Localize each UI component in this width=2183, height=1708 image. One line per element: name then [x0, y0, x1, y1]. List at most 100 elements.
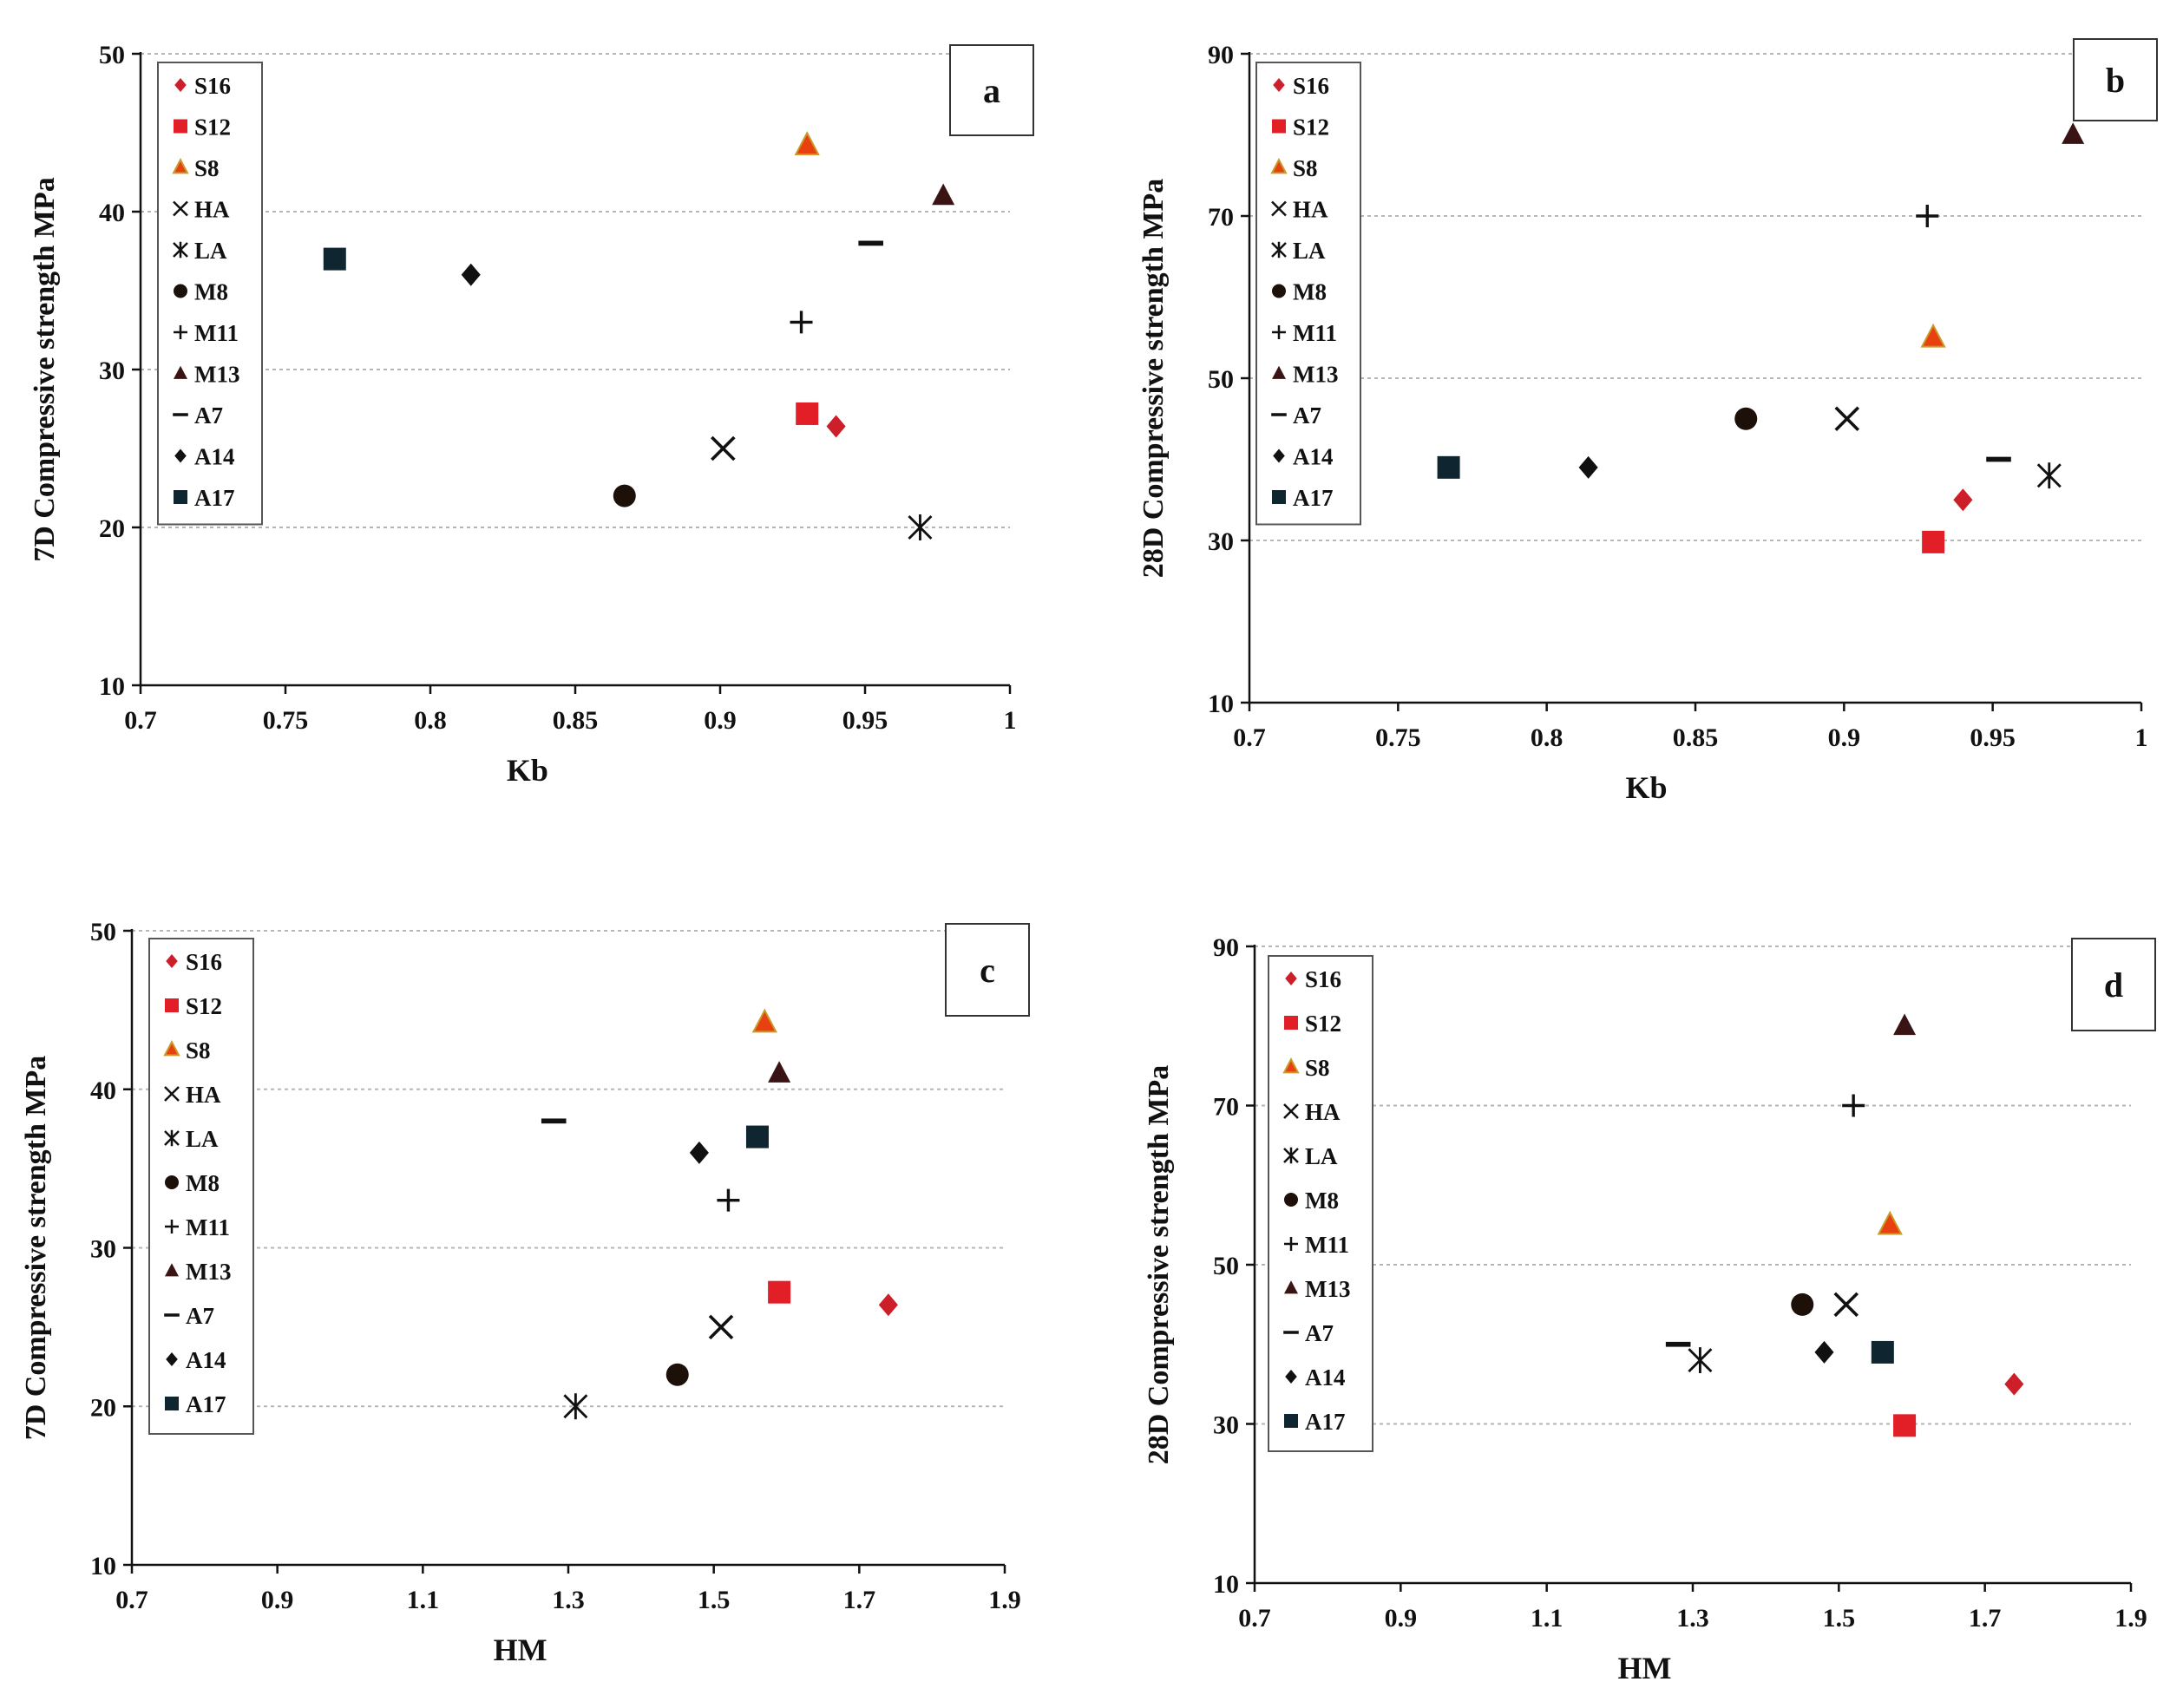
x-tick-label: 1: [2135, 723, 2148, 752]
data-point-a17: [745, 1125, 769, 1148]
panel-letter-box: [2073, 38, 2158, 121]
legend-square-marker: [165, 998, 179, 1012]
legend-label-m11: M11: [186, 1214, 230, 1240]
legend-label-m13: M13: [1305, 1276, 1350, 1302]
legend-diamond-marker: [166, 954, 178, 968]
data-point-s12: [1922, 530, 1945, 553]
legend-asterisk-marker: [1283, 1147, 1299, 1164]
data-point-la: [563, 1393, 588, 1420]
x-tick-label: 0.9: [1828, 723, 1861, 752]
data-point-a17: [323, 247, 346, 271]
x-tick-label: 0.75: [1375, 723, 1421, 752]
legend-label-m13: M13: [1293, 362, 1338, 388]
legend-dash-marker: [1271, 413, 1287, 416]
legend-box: [1268, 955, 1373, 1452]
legend-label-a17: A17: [194, 485, 235, 511]
legend-label-m8: M8: [1293, 279, 1327, 305]
data-point-s16: [2004, 1372, 2024, 1396]
panel-letter: a: [983, 71, 1000, 110]
panel-letter: b: [2106, 61, 2125, 100]
legend-label-s8: S8: [194, 155, 220, 181]
legend-square-marker: [165, 1397, 179, 1410]
data-point-s12: [1893, 1414, 1917, 1437]
data-point-a17: [1871, 1340, 1894, 1364]
legend-dash-marker: [1283, 1331, 1299, 1334]
data-point-a14: [1814, 1340, 1834, 1364]
data-point-m11: [1842, 1094, 1865, 1117]
legend-triangle-marker: [1270, 158, 1288, 174]
x-tick-label: 1.7: [1969, 1604, 2002, 1633]
legend-label-ha: HA: [186, 1082, 221, 1108]
x-tick-label: 1.1: [407, 1586, 440, 1614]
chart-svg-a: 10 20 30 40 50 0.7 0.75 0.8 0.85 0.9 0.95 1 Kb 7D Com…: [29, 41, 1034, 788]
legend-circle-marker: [165, 1175, 179, 1189]
x-tick-label: 0.85: [1673, 723, 1719, 752]
chart-svg-b: 10 30 50 70 90 0.7 0.75 0.8 0.85 0.9 0.95 1 Kb 28D Co…: [1137, 38, 2158, 805]
legend-label-s8: S8: [1293, 155, 1318, 181]
chart-panel-b: 10 30 50 70 90 0.7 0.75 0.8 0.85 0.9 0.95 1 Kb 28D Co…: [1092, 0, 2183, 852]
legend-label-a7: A7: [186, 1303, 214, 1329]
legend-label-m11: M11: [194, 320, 239, 346]
x-tick-label: 1.3: [1676, 1604, 1709, 1633]
y-tick-label: 10: [90, 1552, 116, 1580]
x-tick-label: 1.7: [843, 1586, 876, 1614]
y-tick-label: 10: [99, 672, 125, 701]
legend-label-m8: M8: [194, 279, 228, 305]
x-tick-label: 1: [1004, 706, 1017, 735]
x-tick-label: 0.7: [124, 706, 157, 735]
x-tick-label: 0.7: [1238, 1604, 1271, 1633]
data-point-a17: [1437, 455, 1460, 479]
legend-label-s8: S8: [186, 1037, 211, 1063]
panel-letter: c: [980, 951, 995, 990]
y-axis-title: 7D Compressive strength MPa: [29, 177, 61, 562]
y-tick-label: 10: [1208, 690, 1234, 718]
data-point-la: [2036, 462, 2062, 489]
legend-label-m8: M8: [186, 1170, 220, 1196]
chart-panel-c: 10 20 30 40 50 0.7 0.9 1.1 1.3 1.5 1.7 1.9 HM 7D Comp…: [0, 852, 1092, 1704]
legend-diamond-marker: [1273, 78, 1285, 92]
legend-label-ha: HA: [194, 197, 230, 223]
x-tick-label: 1.3: [552, 1586, 585, 1614]
x-tick-label: 0.8: [414, 706, 447, 735]
legend-label-a14: A14: [194, 444, 235, 470]
legend-label-la: LA: [1293, 238, 1326, 264]
data-point-a14: [689, 1141, 709, 1164]
legend-circle-marker: [1272, 284, 1286, 298]
data-point-m13: [2062, 122, 2085, 144]
x-axis-title: Kb: [1625, 770, 1667, 805]
y-tick-label: 10: [1213, 1570, 1239, 1599]
x-tick-label: 0.75: [263, 706, 309, 735]
data-point-a7: [1986, 456, 2011, 462]
y-tick-label: 30: [90, 1235, 116, 1264]
legend-square-marker: [1272, 119, 1286, 134]
legend-label-la: LA: [186, 1126, 219, 1152]
y-tick-label: 40: [99, 199, 125, 227]
data-point-ha: [711, 435, 736, 461]
chart-svg-c: 10 20 30 40 50 0.7 0.9 1.1 1.3 1.5 1.7 1.9 HM 7D Comp…: [20, 918, 1030, 1667]
x-tick-label: 0.7: [1233, 723, 1266, 752]
data-point-m8: [613, 484, 636, 507]
data-point-m8: [665, 1363, 689, 1386]
legend-plus-marker: [174, 325, 187, 339]
legend-x-marker: [1283, 1103, 1299, 1119]
legend-square-marker: [174, 119, 187, 134]
x-axis-title: HM: [494, 1633, 547, 1667]
data-point-a14: [1578, 455, 1598, 479]
legend-triangle-marker: [1272, 365, 1286, 379]
legend-square-marker: [1272, 490, 1286, 504]
legend-label-la: LA: [1305, 1143, 1338, 1169]
legend-asterisk-marker: [1271, 241, 1287, 258]
panel-letter: d: [2104, 965, 2123, 1005]
x-tick-label: 1.5: [1823, 1604, 1856, 1633]
legend-circle-marker: [1284, 1193, 1298, 1207]
y-tick-label: 50: [1208, 365, 1234, 394]
data-point-s12: [796, 402, 819, 425]
legend-label-a7: A7: [1305, 1320, 1334, 1346]
legend-label-s16: S16: [186, 949, 222, 975]
data-point-m8: [1734, 407, 1758, 430]
x-tick-label: 0.9: [261, 1586, 294, 1614]
data-point-m11: [717, 1188, 740, 1212]
legend-dash-marker: [173, 413, 188, 416]
legend-x-marker: [164, 1086, 180, 1102]
legend-label-a14: A14: [1293, 444, 1334, 470]
